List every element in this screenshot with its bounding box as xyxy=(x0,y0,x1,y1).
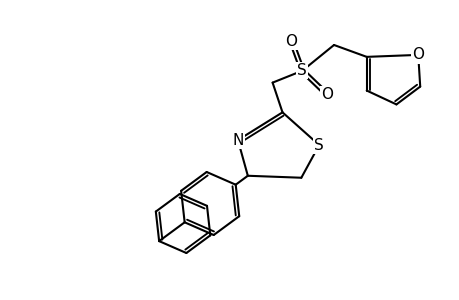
Text: O: O xyxy=(411,47,423,62)
Text: N: N xyxy=(232,133,243,148)
Text: O: O xyxy=(285,34,297,49)
Text: O: O xyxy=(320,87,332,102)
Text: S: S xyxy=(313,137,323,152)
Text: S: S xyxy=(297,63,307,78)
